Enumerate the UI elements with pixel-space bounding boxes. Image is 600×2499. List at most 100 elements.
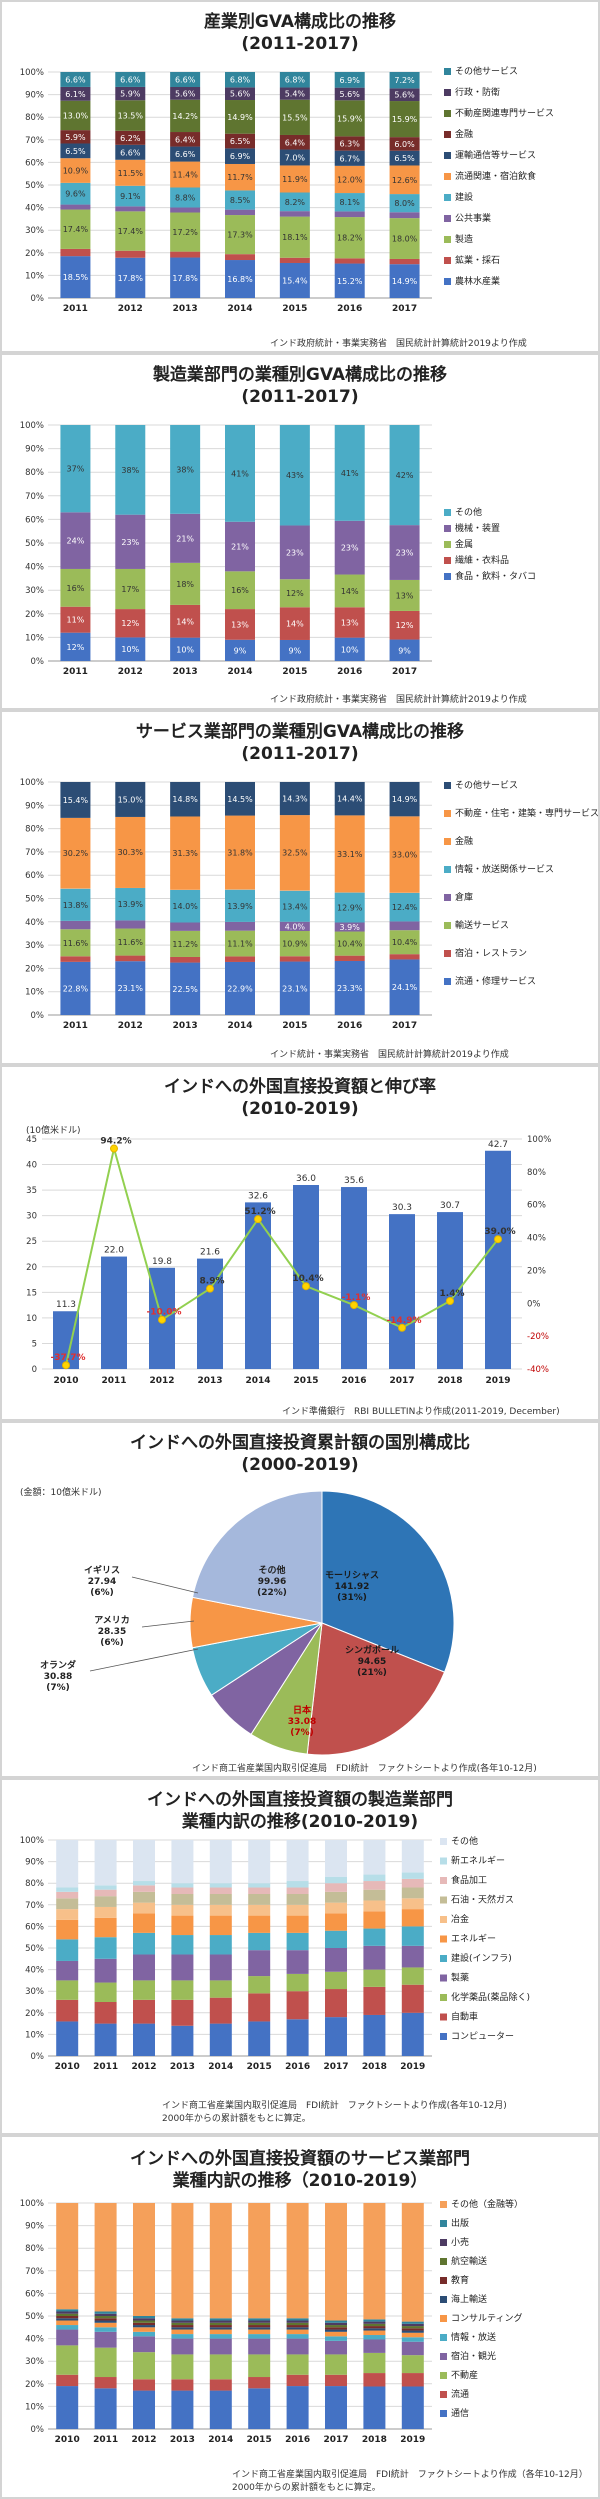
- data-label: 30.2%: [63, 849, 89, 858]
- bar-segment: [225, 72, 255, 88]
- legend-swatch: [444, 866, 451, 873]
- y-tick-label: 30%: [25, 586, 44, 596]
- bar-segment: [334, 165, 365, 194]
- legend-swatch: [440, 1857, 447, 1865]
- bar-segment: [334, 960, 365, 1015]
- legend-swatch: [444, 236, 451, 243]
- bar-segment: [56, 1919, 79, 1940]
- bar-segment: [286, 1887, 309, 1894]
- bar-segment: [60, 956, 91, 962]
- x-tick-label: 2014: [208, 2435, 233, 2445]
- legend-label: その他（金融等）: [451, 2198, 523, 2210]
- growth-point: [398, 1323, 406, 1332]
- legend-label: 食品加工: [451, 1874, 487, 1886]
- bar-segment: [94, 1937, 117, 1959]
- y-tick-label: 60%: [25, 158, 44, 168]
- y-tick-label: 100%: [20, 778, 44, 788]
- data-label: 17%: [121, 585, 139, 594]
- data-label: 15.9%: [392, 115, 418, 124]
- y-tick-label: 60%: [25, 871, 44, 881]
- y-tick-label: 60%: [25, 2289, 44, 2299]
- bar-segment: [133, 1891, 155, 1903]
- bar-segment: [115, 206, 146, 212]
- data-label: 5.6%: [230, 90, 251, 99]
- bar-segment: [133, 2320, 155, 2323]
- data-label: 17.8%: [118, 274, 144, 283]
- legend-swatch: [440, 1974, 447, 1982]
- bar-segment: [115, 211, 146, 251]
- legend-label: 自動車: [451, 2011, 478, 2023]
- data-label: 9.6%: [65, 190, 86, 199]
- data-label: 10%: [121, 645, 139, 654]
- data-label: 14%: [176, 617, 194, 626]
- chart-canvas: 0% 10% 20% 30% 40% 50% 60% 70% 80% 90% 100% 2011 12%…: [20, 421, 536, 677]
- bar-segment: [133, 2379, 155, 2391]
- data-label: 13.5%: [118, 112, 144, 121]
- data-label: 14.8%: [172, 795, 198, 804]
- bar-segment: [115, 782, 146, 817]
- x-tick-label: 2010: [55, 2435, 80, 2445]
- data-label: 8.8%: [175, 194, 196, 203]
- x-tick-label: 2015: [282, 1021, 307, 1031]
- bar-segment: [115, 637, 146, 661]
- data-label: 9%: [289, 646, 302, 655]
- y-tick-label: 30%: [25, 1987, 44, 1997]
- x-tick-label: 2015: [282, 304, 307, 314]
- bar-segment: [115, 185, 146, 207]
- bar-segment: [248, 1887, 271, 1894]
- legend-swatch: [444, 557, 451, 564]
- bar-segment: [248, 2334, 271, 2339]
- bar-segment: [363, 1911, 386, 1929]
- legend-label: 金属: [455, 538, 473, 550]
- bar-segment: [170, 922, 201, 931]
- bar-segment: [334, 955, 365, 961]
- slice-pct-label: (7%): [46, 1683, 70, 1693]
- data-label: 6.5%: [230, 137, 251, 146]
- bar-segment: [60, 512, 91, 569]
- data-label: 7.0%: [285, 153, 306, 162]
- data-label: 9%: [234, 646, 247, 655]
- bar-segment: [133, 2325, 155, 2328]
- y-tick-label: 70%: [25, 136, 44, 146]
- y-tick-label: 0%: [31, 2052, 45, 2062]
- bar-segment: [401, 1887, 424, 1899]
- data-label: 10.4%: [392, 938, 418, 947]
- bar-segment: [248, 1915, 271, 1933]
- bar-segment: [389, 72, 420, 89]
- bar-segment: [248, 1932, 271, 1951]
- bar-segment: [171, 2390, 194, 2429]
- bar-segment: [248, 1840, 271, 1884]
- bar-segment: [389, 165, 420, 195]
- data-label: 6.4%: [175, 135, 196, 144]
- bar-segment: [56, 2320, 79, 2326]
- chart-subtitle: (2011-2017): [241, 387, 359, 407]
- bar-segment: [171, 2334, 194, 2339]
- bar-segment: [133, 1885, 155, 1892]
- data-label: 5.9%: [65, 133, 86, 142]
- bar-segment: [389, 212, 420, 219]
- data-label: 8.1%: [340, 198, 361, 207]
- y-tick-label: 100%: [20, 421, 44, 431]
- legend-label: 化学薬品(薬品除く): [451, 1991, 530, 2003]
- bar-segment: [325, 2017, 347, 2056]
- x-tick-label: 2017: [392, 667, 417, 677]
- chart-subtitle: 業種内訳の推移(2010-2019): [181, 1812, 419, 1832]
- bar-segment: [363, 1840, 386, 1875]
- chart-source: インド政府統計・事業実務省 国民統計計算統計2019より作成: [270, 339, 527, 349]
- y-tick-label: 20%: [25, 2009, 44, 2019]
- bar-segment: [363, 2373, 386, 2387]
- bar-segment: [56, 2316, 79, 2319]
- data-label: 6.0%: [394, 140, 415, 149]
- bar-segment: [248, 2338, 271, 2355]
- bar-segment: [133, 1980, 155, 2000]
- growth-point: [446, 1296, 454, 1305]
- y-tick-label: 80%: [25, 1879, 44, 1889]
- data-label: 41%: [341, 469, 359, 478]
- legend-swatch: [444, 215, 451, 222]
- bar-segment: [279, 425, 310, 526]
- y-tick-label: 80%: [25, 113, 44, 123]
- bar-segment: [389, 610, 420, 640]
- chart-source: インド政府統計・事業実務省 国民統計計算統計2019より作成: [270, 695, 527, 705]
- bar-segment: [334, 782, 365, 816]
- legend-swatch: [444, 782, 451, 789]
